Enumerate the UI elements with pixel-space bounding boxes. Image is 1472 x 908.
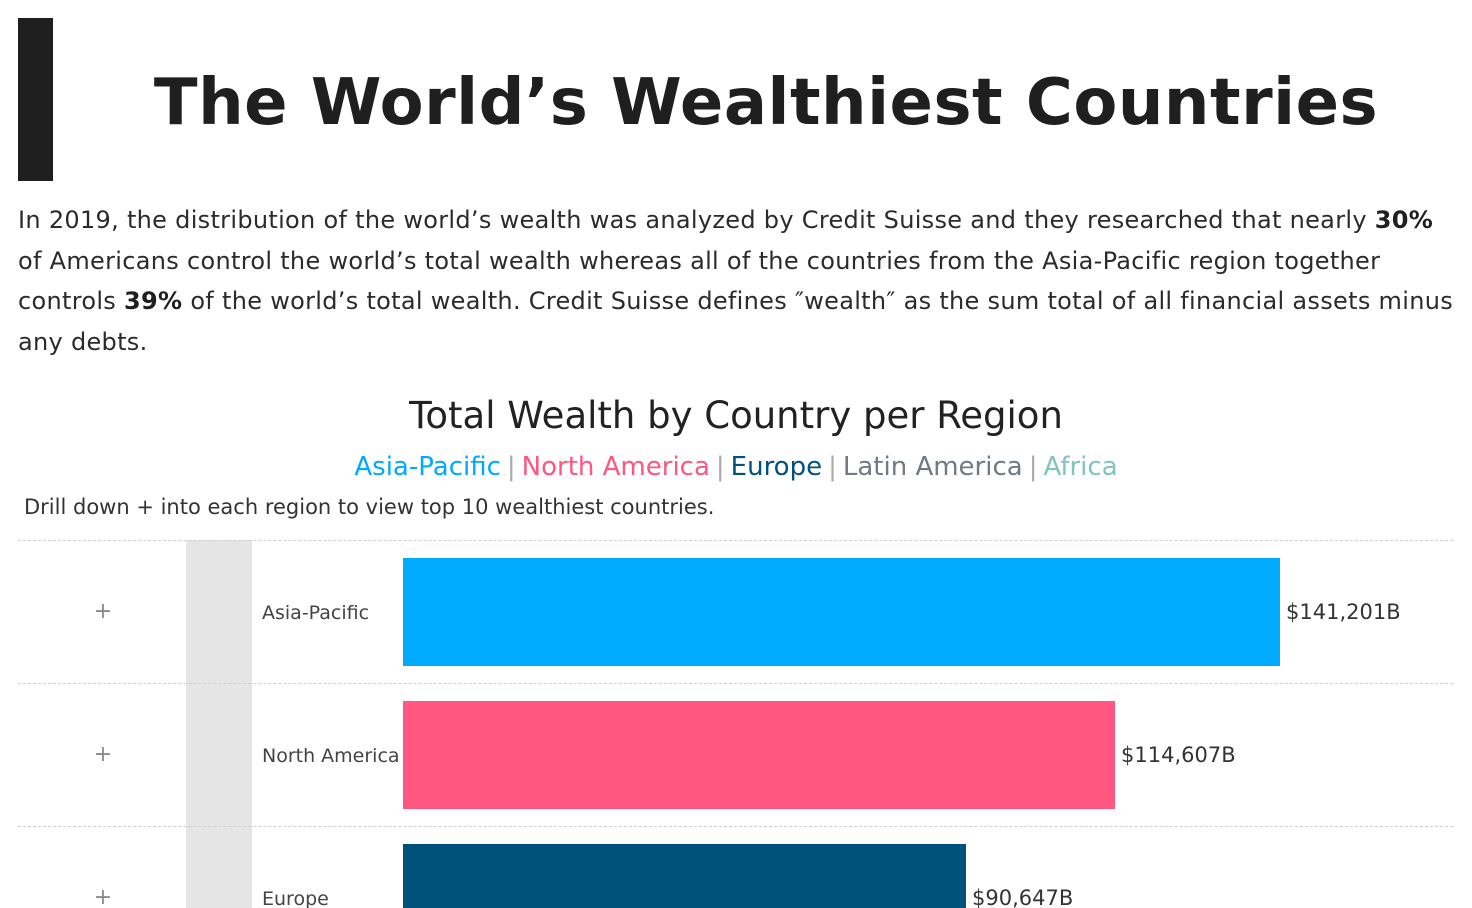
- intro-text-2: of Americans control the world’s total w…: [18, 246, 1381, 316]
- intro-text-1: In 2019, the distribution of the world’s…: [18, 206, 1375, 234]
- row-divider: [18, 826, 1453, 827]
- category-label-asia-pacific: Asia-Pacific: [262, 602, 370, 624]
- legend-separator: |: [828, 452, 837, 482]
- page-title: The World’s Wealthiest Countries: [153, 66, 1379, 140]
- legend-separator: |: [1028, 452, 1038, 482]
- chart-title: Total Wealth by Country per Region: [409, 394, 1063, 437]
- bar-value-label-north-america: $114,607B: [1121, 743, 1236, 767]
- legend-item-europe: Europe: [730, 452, 823, 482]
- drill-down-instruction: Drill down + into each region to view to…: [24, 495, 715, 519]
- expand-asia-pacific-button[interactable]: +: [93, 599, 113, 624]
- row-header-column: [186, 540, 252, 908]
- category-label-north-america: North America: [262, 745, 400, 767]
- intro-text-3: of the world’s total wealth. Credit Suis…: [18, 287, 1454, 356]
- bar-north-america[interactable]: [403, 701, 1115, 809]
- row-divider: [18, 540, 1453, 541]
- chart-legend: Asia-Pacific | North America | Europe | Latin …: [0, 447, 1472, 487]
- row-divider: [18, 683, 1453, 684]
- intro-highlight-2: 39%: [124, 287, 183, 315]
- legend-separator: |: [506, 452, 516, 482]
- legend-separator: |: [715, 452, 725, 482]
- title-accent-bar: [18, 18, 53, 181]
- legend-item-latin-america: Latin America: [842, 452, 1023, 482]
- bar-chart: + Asia-Pacific $141,201B + North America $114…: [18, 540, 1453, 908]
- intro-highlight-1: 30%: [1374, 206, 1434, 234]
- legend-item-africa: Africa: [1043, 452, 1118, 482]
- expand-europe-button[interactable]: +: [93, 885, 113, 908]
- bar-europe[interactable]: [403, 844, 966, 908]
- legend-item-north-america: North America: [521, 452, 710, 482]
- expand-north-america-button[interactable]: +: [93, 742, 113, 767]
- legend-item-asia-pacific: Asia-Pacific: [354, 452, 501, 482]
- bar-value-label-europe: $90,647B: [972, 886, 1074, 908]
- bar-value-label-asia-pacific: $141,201B: [1286, 600, 1401, 624]
- intro-paragraph: In 2019, the distribution of the world’s…: [18, 200, 1458, 362]
- category-label-europe: Europe: [262, 888, 329, 908]
- bar-asia-pacific[interactable]: [403, 558, 1280, 666]
